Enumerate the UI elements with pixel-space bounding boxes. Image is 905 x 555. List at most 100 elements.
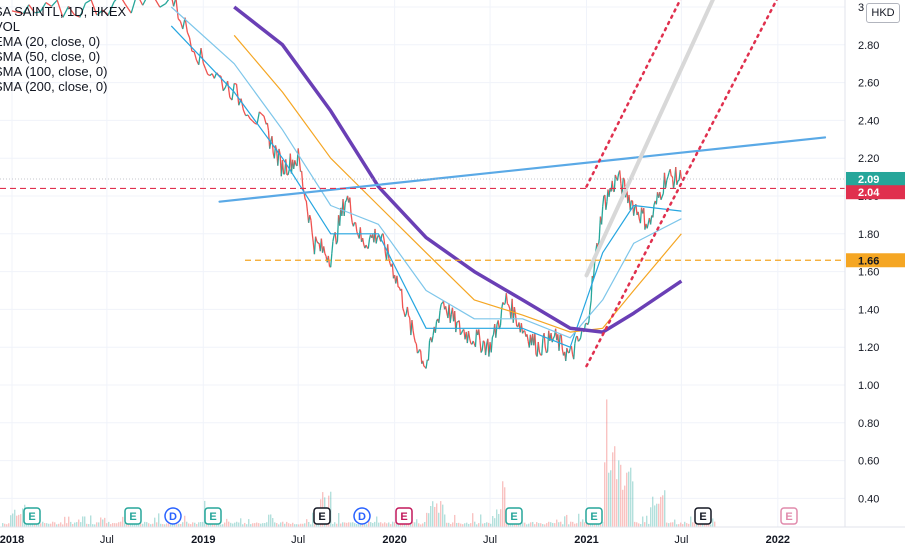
time-tick-label: Jul	[100, 534, 114, 546]
volume-bar	[258, 523, 259, 527]
volume-bar	[566, 515, 567, 527]
volume-bar	[436, 503, 437, 527]
ema20-line[interactable]	[171, 26, 681, 347]
volume-bar	[370, 522, 371, 527]
support-price-label[interactable]: 1.66	[858, 255, 879, 267]
time-tick-label: Jul	[291, 534, 305, 546]
price-candle	[360, 227, 361, 242]
volume-bar	[188, 523, 189, 527]
volume-bar	[12, 514, 13, 527]
volume-bar	[500, 509, 501, 527]
price-candle	[397, 276, 398, 287]
volume-bar	[166, 523, 167, 527]
price-candle	[302, 171, 303, 187]
indicator-vol[interactable]: VOL	[0, 19, 126, 34]
current-price-label[interactable]: 2.09	[858, 174, 879, 186]
price-candle	[366, 245, 367, 248]
symbol-title[interactable]: SA SAINTL, 1D, HKEX	[0, 4, 126, 19]
volume-bar	[484, 523, 485, 527]
price-candle	[154, 0, 160, 7]
volume-bar	[274, 522, 275, 527]
volume-bar	[90, 515, 91, 527]
price-candle	[333, 235, 334, 241]
price-candle	[553, 336, 554, 339]
trendline-blue-resistance[interactable]	[220, 137, 825, 201]
volume-bar	[394, 522, 395, 527]
volume-bar	[200, 522, 201, 527]
price-candle	[575, 337, 576, 343]
price-tick-label: 2.60	[858, 78, 879, 90]
volume-bar	[54, 522, 55, 527]
price-candle	[166, 0, 172, 4]
volume-bar	[374, 522, 375, 527]
currency-button[interactable]: HKD	[866, 3, 900, 23]
volume-bar	[486, 522, 487, 527]
volume-bar	[674, 520, 675, 527]
indicator-ema20[interactable]: EMA (20, close, 0)	[0, 34, 126, 49]
volume-bar	[80, 522, 81, 527]
price-candle	[602, 206, 603, 224]
price-candle	[126, 5, 132, 13]
volume-bar	[226, 519, 227, 527]
volume-bar	[492, 516, 493, 527]
sma50-line[interactable]	[171, 7, 681, 338]
volume-bar	[464, 523, 465, 527]
volume-bar	[430, 506, 431, 527]
volume-bar	[482, 524, 483, 527]
resistance-price-label[interactable]: 2.04	[858, 187, 880, 199]
price-candle	[446, 306, 447, 313]
volume-bar	[232, 524, 233, 527]
volume-bar	[78, 520, 79, 527]
price-candle	[486, 345, 487, 355]
price-candle	[578, 340, 579, 341]
volume-bar	[102, 520, 103, 527]
volume-bar	[354, 523, 355, 527]
price-candle	[368, 239, 369, 248]
volume-bar	[470, 523, 471, 527]
volume-bar	[636, 522, 637, 527]
volume-bar	[18, 515, 19, 527]
volume-bar	[612, 452, 613, 527]
time-tick-label: 2021	[574, 534, 598, 546]
indicator-sma200[interactable]: SMA (200, close, 0)	[0, 79, 126, 94]
volume-bar	[112, 523, 113, 527]
price-candle	[415, 342, 416, 344]
price-candle	[491, 337, 492, 352]
volume-bar	[10, 515, 11, 527]
volume-bar	[664, 490, 665, 527]
volume-bar	[376, 517, 377, 527]
volume-bar	[502, 481, 503, 527]
time-tick-label: 2020	[382, 534, 406, 546]
volume-bar	[22, 508, 23, 527]
volume-bar	[52, 522, 53, 527]
indicator-sma50[interactable]: SMA (50, close, 0)	[0, 49, 126, 64]
indicator-sma100[interactable]: SMA (100, close, 0)	[0, 64, 126, 79]
volume-bar	[378, 523, 379, 527]
price-candle	[194, 52, 196, 60]
volume-bar	[254, 523, 255, 527]
volume-bar	[606, 399, 607, 527]
volume-bar	[118, 522, 119, 527]
volume-bar	[60, 522, 61, 527]
price-candle	[356, 223, 357, 232]
volume-bar	[690, 517, 691, 527]
volume-bar	[452, 522, 453, 527]
volume-bar	[244, 523, 245, 527]
price-tick-label: 0.40	[858, 493, 879, 505]
price-candle	[653, 205, 654, 218]
volume-bar	[480, 514, 481, 527]
price-candle	[253, 121, 255, 123]
volume-bar	[386, 523, 387, 527]
time-tick-label: 2018	[0, 534, 24, 546]
volume-bar	[312, 513, 313, 527]
volume-bar	[666, 523, 667, 527]
volume-bar	[556, 520, 557, 527]
volume-bar	[564, 516, 565, 527]
event-marker-label: E	[590, 511, 597, 523]
volume-bar	[264, 523, 265, 527]
price-candle	[668, 173, 669, 177]
price-candle	[259, 112, 261, 114]
volume-bar	[634, 522, 635, 527]
